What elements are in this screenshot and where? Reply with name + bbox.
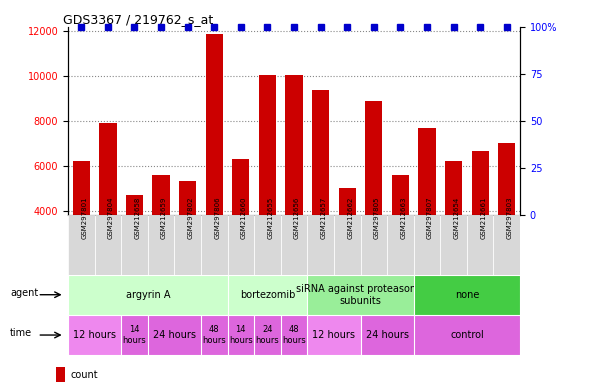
Bar	[126, 195, 143, 300]
Text: 12 hours: 12 hours	[313, 330, 355, 340]
Text: GDS3367 / 219762_s_at: GDS3367 / 219762_s_at	[63, 13, 214, 26]
Text: 14
hours: 14 hours	[229, 325, 253, 345]
Text: GSM212662: GSM212662	[347, 197, 353, 239]
Bar	[285, 75, 303, 300]
Bar	[179, 182, 196, 300]
Text: 48
hours: 48 hours	[282, 325, 306, 345]
Text: 24
hours: 24 hours	[255, 325, 280, 345]
Text: GSM212654: GSM212654	[454, 197, 460, 239]
Bar	[472, 151, 489, 300]
Bar	[498, 143, 515, 300]
Bar	[392, 175, 409, 300]
Text: agent: agent	[10, 288, 38, 298]
Bar	[206, 34, 223, 300]
Bar	[445, 161, 462, 300]
Bar	[418, 127, 436, 300]
Bar	[73, 161, 90, 300]
Text: GSM297807: GSM297807	[427, 197, 433, 239]
Text: GSM212656: GSM212656	[294, 197, 300, 239]
Text: bortezomib: bortezomib	[240, 290, 295, 300]
Text: GSM212659: GSM212659	[161, 197, 167, 239]
Text: GSM212658: GSM212658	[135, 197, 141, 239]
Text: GSM297804: GSM297804	[108, 197, 114, 239]
Bar	[99, 123, 116, 300]
Text: 24 hours: 24 hours	[153, 330, 196, 340]
Bar	[259, 75, 276, 300]
Bar	[365, 101, 382, 300]
Text: GSM212655: GSM212655	[267, 197, 274, 239]
Text: time: time	[10, 328, 33, 338]
Text: argyrin A: argyrin A	[125, 290, 170, 300]
Text: GSM212657: GSM212657	[320, 197, 327, 239]
Bar	[152, 175, 170, 300]
Text: GSM297801: GSM297801	[82, 197, 87, 239]
Text: 12 hours: 12 hours	[73, 330, 116, 340]
Bar	[312, 89, 329, 300]
Text: GSM297806: GSM297806	[214, 197, 220, 239]
Text: 24 hours: 24 hours	[366, 330, 408, 340]
Text: siRNA against proteasome
subunits: siRNA against proteasome subunits	[296, 284, 425, 306]
Bar	[56, 367, 65, 382]
Text: GSM212661: GSM212661	[480, 197, 486, 239]
Text: count: count	[70, 370, 98, 380]
Text: 14
hours: 14 hours	[122, 325, 147, 345]
Bar	[339, 188, 356, 300]
Text: none: none	[454, 290, 479, 300]
Text: GSM212663: GSM212663	[401, 197, 407, 239]
Text: GSM297803: GSM297803	[507, 197, 513, 239]
Text: GSM212660: GSM212660	[241, 197, 247, 239]
Text: GSM297805: GSM297805	[374, 197, 380, 239]
Text: control: control	[450, 330, 484, 340]
Text: 48
hours: 48 hours	[202, 325, 226, 345]
Bar	[232, 159, 249, 300]
Text: GSM297802: GSM297802	[187, 197, 194, 239]
